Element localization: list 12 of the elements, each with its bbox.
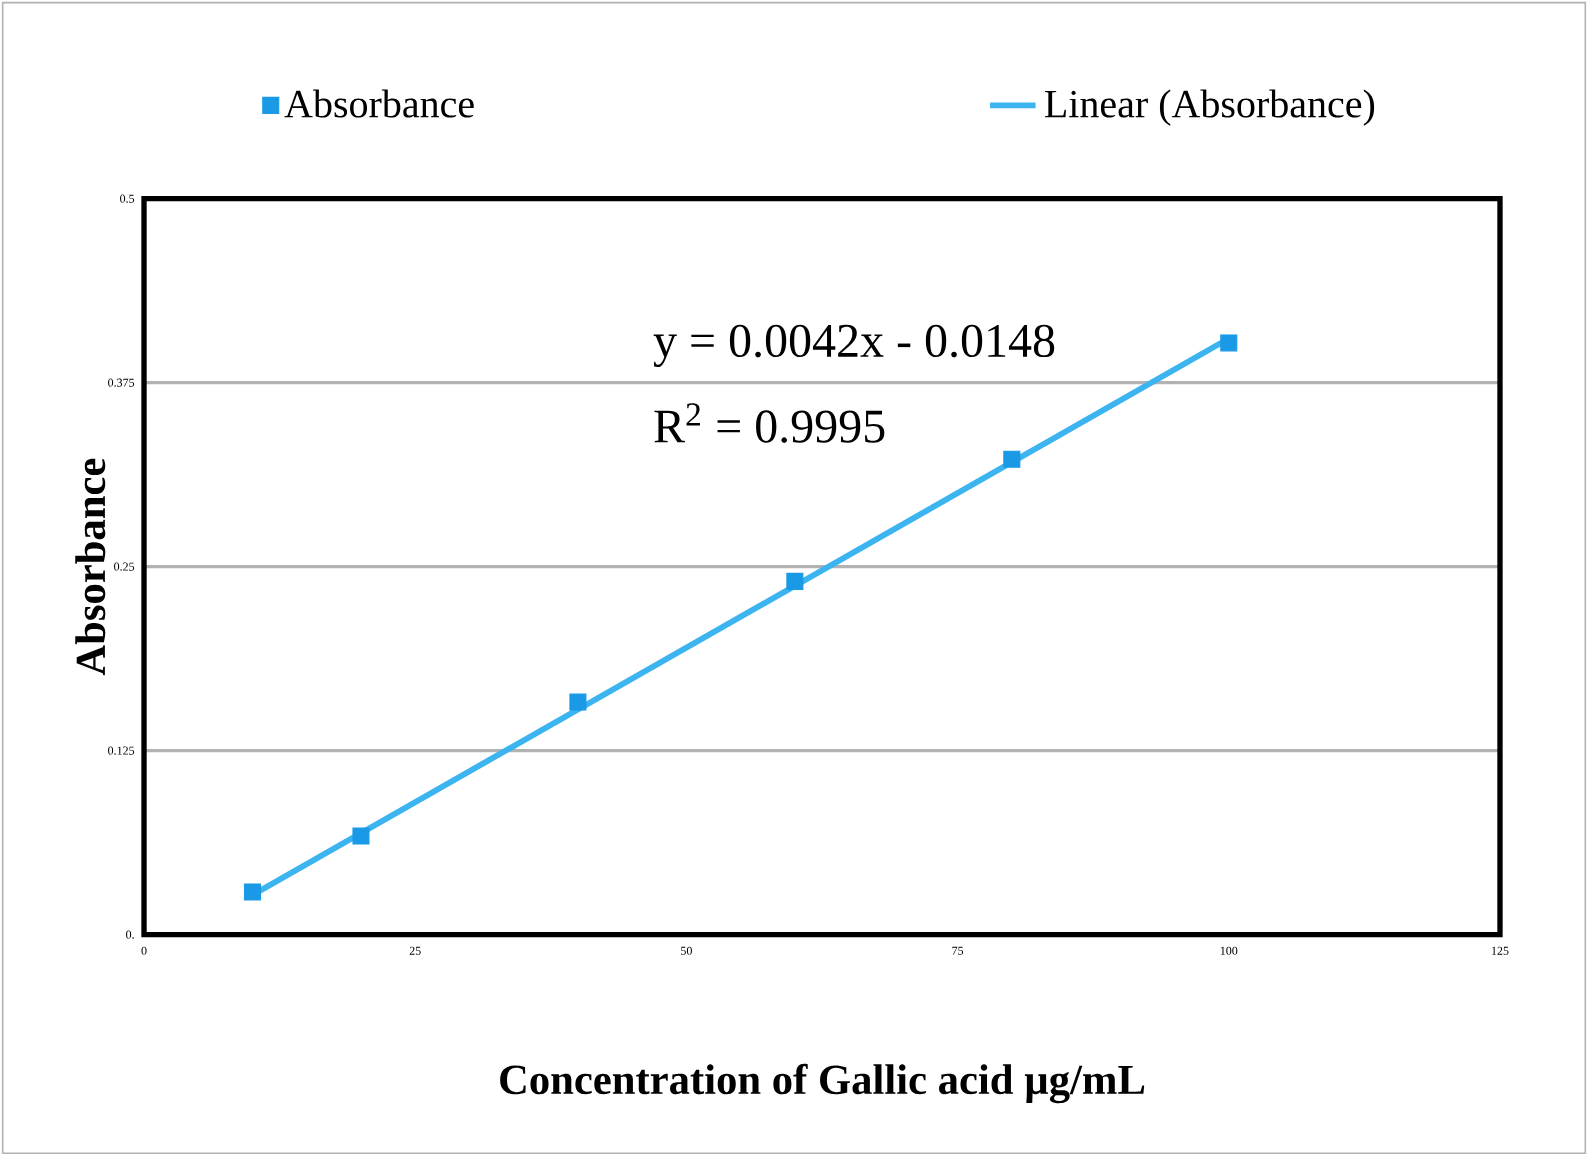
point — [786, 572, 804, 590]
point — [352, 827, 370, 845]
legend-label: Absorbance — [284, 89, 474, 118]
point — [1220, 334, 1238, 352]
x-axis-title: Concentration of Gallic acid µg/mL — [500, 1063, 1145, 1104]
point — [243, 883, 262, 901]
annotation: R$^{2}$ = 0.9995 — [654, 403, 885, 443]
y-axis-title: Absorbance — [75, 458, 106, 676]
annotation: y = 0.0042x - 0.0148 — [653, 324, 1055, 368]
point — [1003, 450, 1021, 468]
legend-label: Linear (Absorbance) — [1045, 89, 1375, 126]
point — [569, 693, 587, 711]
